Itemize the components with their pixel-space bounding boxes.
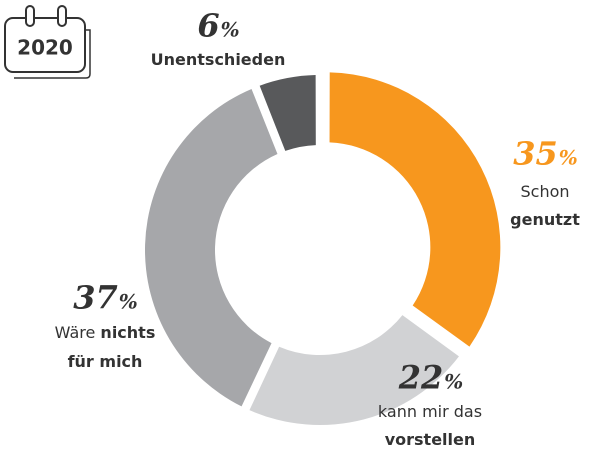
value-unit: % (444, 370, 463, 394)
category-label: Unentschieden (151, 50, 286, 69)
value-unit: % (221, 18, 240, 42)
category-label: Wäre nichts (55, 323, 156, 342)
label-part: Wäre (55, 323, 101, 342)
label-part: genutzt (510, 210, 580, 229)
value-label: 37 (73, 279, 118, 317)
value-label: 6 (197, 7, 219, 45)
badge-year: 2020 (17, 36, 73, 60)
value-label: 35 (513, 135, 558, 173)
donut-slice (144, 88, 278, 407)
label-part: vorstellen (385, 430, 476, 449)
category-label: vorstellen (385, 430, 476, 449)
category-label: genutzt (510, 210, 580, 229)
value-unit: % (119, 290, 138, 314)
label-part: kann mir das (378, 402, 482, 421)
category-label: Schon (520, 182, 569, 201)
donut-slice (259, 75, 316, 151)
label-part: für mich (68, 352, 143, 371)
category-label: für mich (68, 352, 143, 371)
label-part: Schon (520, 182, 569, 201)
label-part: nichts (100, 323, 155, 342)
category-label: kann mir das (378, 402, 482, 421)
value-unit: % (559, 146, 578, 170)
calendar-badge: 2020 (4, 5, 91, 79)
label-part: Unentschieden (151, 50, 286, 69)
value-label: 22 (398, 359, 444, 397)
donut-slice (249, 315, 459, 425)
donut-slice (329, 72, 501, 347)
